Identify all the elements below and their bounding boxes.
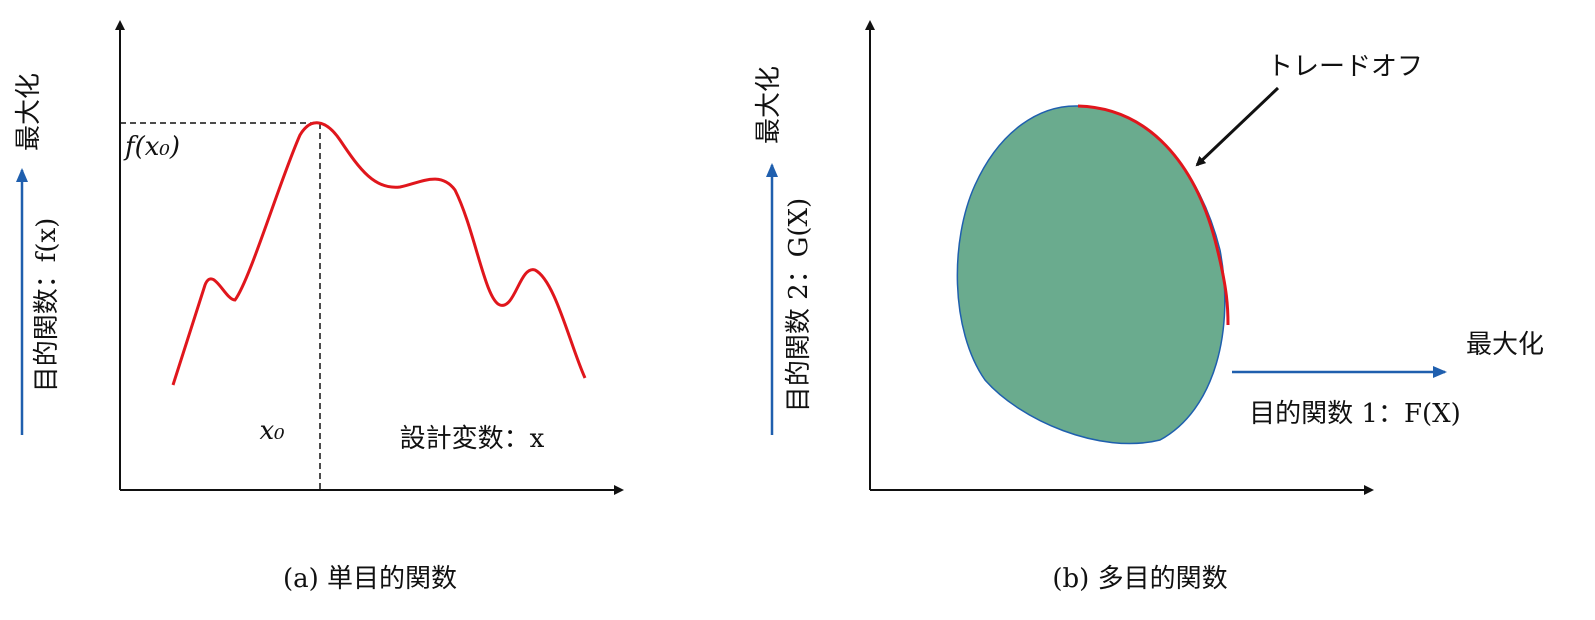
y-max-label: 最大化 (14, 73, 44, 151)
caption: (a) 単目的関数 (283, 564, 457, 594)
x-axis-label: 設計変数：x (400, 424, 545, 454)
panel-b: 最大化 目的関数 2：G(X) トレードオフ 最大化 目的関数 1：F(X) (… (754, 20, 1544, 594)
x-max-label: 最大化 (1466, 330, 1544, 360)
curve (171, 121, 587, 386)
y-max-label: 最大化 (754, 66, 784, 144)
caption: (b) 多目的関数 (1052, 564, 1227, 594)
pointer-arrow (1195, 86, 1280, 167)
feasible-region (956, 105, 1226, 445)
tradeoff-label: トレードオフ (1267, 52, 1423, 82)
peak-value-label: f(x₀) (123, 132, 180, 162)
panel-a: 最大化 目的関数：f(x) f(x₀) x₀ 設計変数：x (a) 単目的関数 (14, 20, 624, 594)
y-axis-label: 目的関数：f(x) (32, 218, 62, 393)
peak-position-label: x₀ (259, 416, 285, 446)
x-axis-label: 目的関数 1：F(X) (1249, 399, 1461, 429)
pareto-front (1077, 104, 1230, 326)
y-axis-label: 目的関数 2：G(X) (784, 198, 814, 412)
